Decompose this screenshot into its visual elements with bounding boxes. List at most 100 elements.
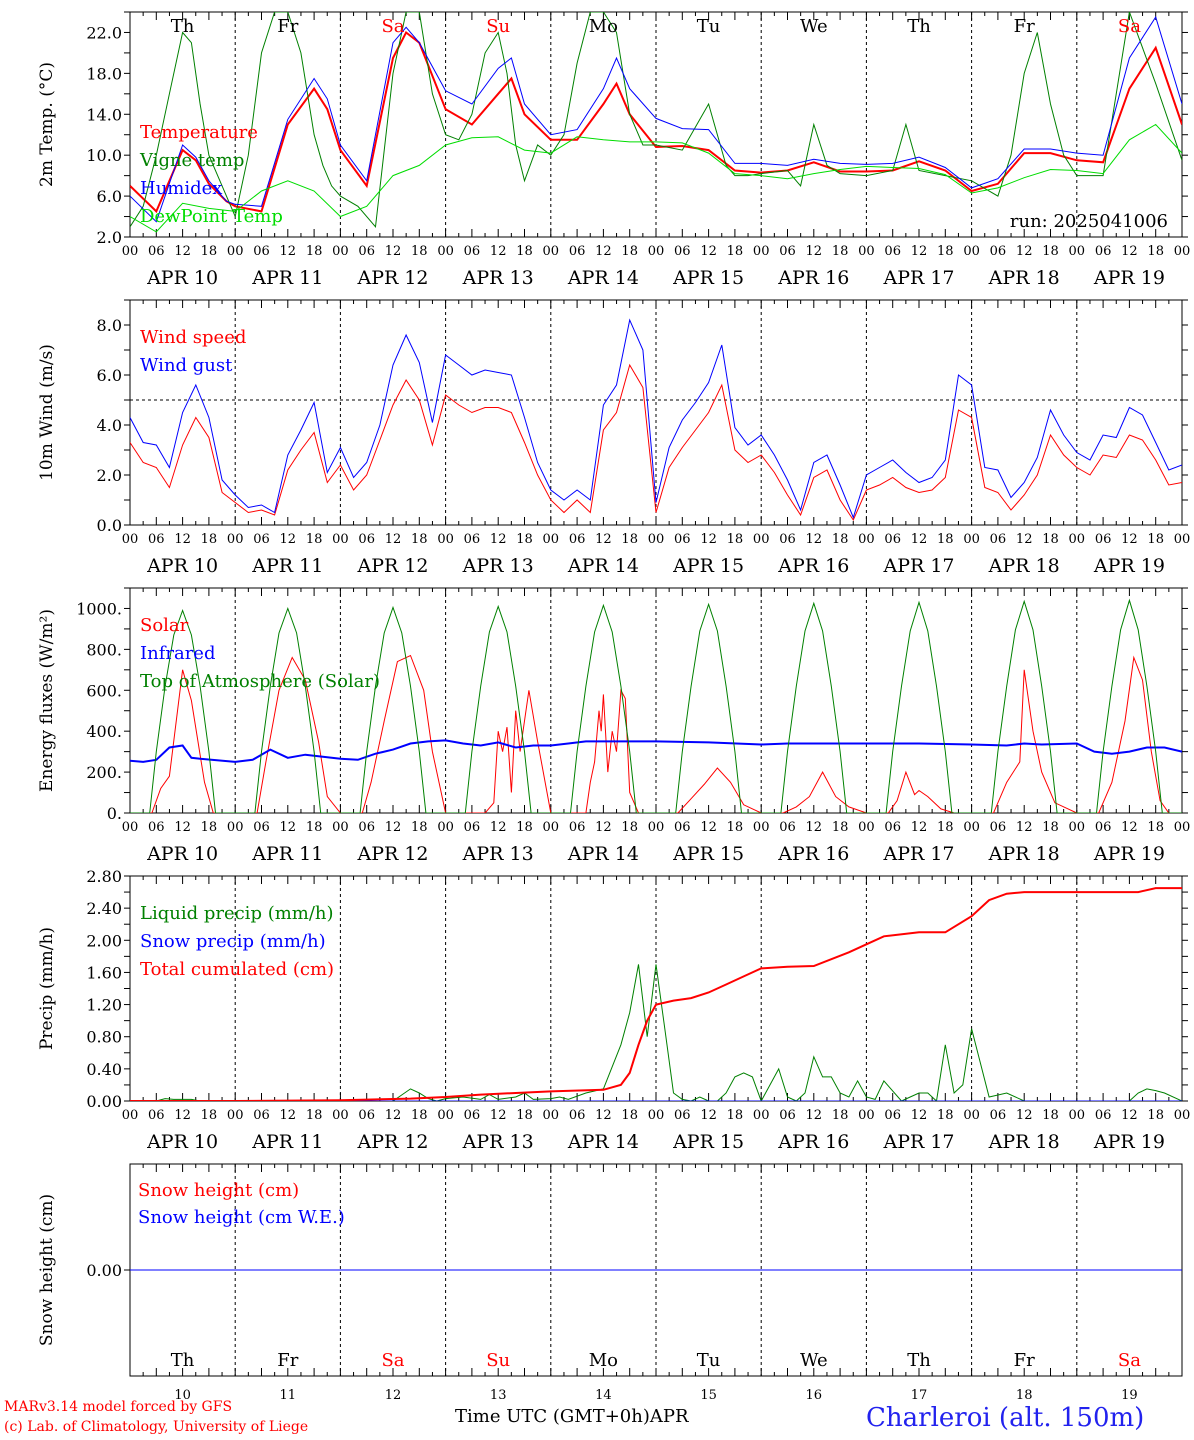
- hour-label: 00: [543, 820, 560, 835]
- date-label: APR 13: [462, 267, 534, 289]
- hour-label: 18: [1042, 820, 1059, 835]
- hour-label: 12: [700, 820, 717, 835]
- panel-1: [124, 11, 1188, 238]
- hour-label: 06: [990, 820, 1007, 835]
- hour-label: 00: [332, 244, 349, 259]
- y-tick-label: 6.0: [97, 366, 122, 385]
- hour-label: 00: [753, 820, 770, 835]
- hour-label: 12: [806, 244, 823, 259]
- hour-label: 12: [385, 244, 402, 259]
- legend-entry: Snow precip (mm/h): [140, 931, 326, 952]
- day-name: Tu: [697, 1350, 721, 1371]
- date-label: APR 12: [356, 1131, 428, 1153]
- y-tick-label: 1.60: [86, 963, 122, 982]
- legend-entry: Wind speed: [140, 327, 246, 348]
- hour-label: 12: [280, 244, 297, 259]
- hour-label: 06: [1095, 1108, 1112, 1123]
- series-line: [130, 30, 1182, 214]
- hour-label: 06: [569, 1108, 586, 1123]
- hour-label: 18: [832, 1108, 849, 1123]
- date-label: APR 18: [988, 1131, 1060, 1153]
- model-credit: MARv3.14 model forced by GFS: [4, 1399, 233, 1415]
- hour-label: 06: [569, 820, 586, 835]
- day-name: We: [800, 1350, 828, 1371]
- y-tick-label: 18.0: [86, 64, 122, 83]
- date-label: APR 19: [1093, 843, 1165, 865]
- hour-label: 06: [358, 532, 375, 547]
- day-name: Th: [171, 1350, 195, 1371]
- hour-label: 18: [832, 532, 849, 547]
- hour-label: 12: [490, 1108, 507, 1123]
- hour-label: 06: [779, 532, 796, 547]
- day-name: Sa: [1118, 16, 1141, 37]
- hour-label: 12: [1016, 244, 1033, 259]
- hour-label: 00: [437, 244, 454, 259]
- station-label: Charleroi (alt. 150m): [866, 1403, 1145, 1433]
- hour-label: 18: [411, 532, 428, 547]
- date-label: APR 16: [777, 1131, 849, 1153]
- hour-label: 12: [490, 244, 507, 259]
- hour-label: 12: [700, 532, 717, 547]
- hour-label: 06: [674, 820, 691, 835]
- hour-label: 12: [385, 1108, 402, 1123]
- date-label: APR 13: [462, 1131, 534, 1153]
- hour-label: 06: [779, 244, 796, 259]
- hour-label: 00: [227, 1108, 244, 1123]
- day-name: Tu: [697, 16, 721, 37]
- hour-label: 06: [358, 1108, 375, 1123]
- hour-label: 12: [806, 532, 823, 547]
- hour-label: 00: [122, 244, 139, 259]
- y-tick-label: 600.: [86, 681, 122, 700]
- day-number: 19: [1121, 1388, 1138, 1403]
- day-name: Su: [486, 1350, 510, 1371]
- hour-label: 00: [753, 244, 770, 259]
- date-label: APR 10: [146, 267, 218, 289]
- hour-label: 06: [464, 244, 481, 259]
- hour-label: 12: [911, 532, 928, 547]
- y-axis-label: Precip (mm/h): [37, 927, 57, 1050]
- series-line: [130, 15, 1182, 223]
- day-number: 16: [806, 1388, 823, 1403]
- hour-label: 00: [122, 820, 139, 835]
- y-tick-label: 4.0: [97, 416, 122, 435]
- hour-label: 12: [1121, 532, 1138, 547]
- hour-label: 00: [543, 244, 560, 259]
- day-name: Mo: [589, 1350, 618, 1371]
- hour-label: 06: [464, 820, 481, 835]
- hour-label: 12: [1121, 1108, 1138, 1123]
- hour-label: 18: [201, 1108, 218, 1123]
- hour-label: 06: [1095, 820, 1112, 835]
- series-line: [130, 739, 1182, 763]
- month-label: APR: [649, 1406, 689, 1427]
- y-tick-label: 0.00: [86, 1092, 122, 1111]
- date-label: APR 17: [882, 1131, 954, 1153]
- hour-label: 18: [1147, 532, 1164, 547]
- series-line: [130, 964, 1182, 1101]
- y-tick-label: 8.0: [97, 316, 122, 335]
- hour-label: 06: [674, 532, 691, 547]
- date-label: APR 15: [672, 843, 744, 865]
- hour-label: 00: [437, 820, 454, 835]
- hour-label: 18: [937, 1108, 954, 1123]
- legend-entry: Temperature: [140, 122, 258, 143]
- hour-label: 00: [858, 532, 875, 547]
- day-number: 18: [1016, 1388, 1033, 1403]
- y-tick-label: 1.20: [86, 996, 122, 1015]
- date-label: APR 12: [356, 843, 428, 865]
- day-name: Th: [907, 1350, 931, 1371]
- y-tick-label: 2.80: [86, 867, 122, 886]
- hour-label: 12: [806, 1108, 823, 1123]
- panel-frame: [129, 587, 1183, 814]
- legend-entry: Liquid precip (mm/h): [140, 903, 334, 924]
- date-label: APR 12: [356, 267, 428, 289]
- day-name: Fr: [277, 1350, 298, 1371]
- hour-label: 06: [253, 1108, 270, 1123]
- hour-label: 06: [253, 820, 270, 835]
- hour-label: 06: [569, 532, 586, 547]
- hour-label: 00: [122, 532, 139, 547]
- hour-label: 00: [543, 532, 560, 547]
- hour-label: 06: [779, 1108, 796, 1123]
- hour-label: 12: [700, 1108, 717, 1123]
- hour-label: 00: [332, 532, 349, 547]
